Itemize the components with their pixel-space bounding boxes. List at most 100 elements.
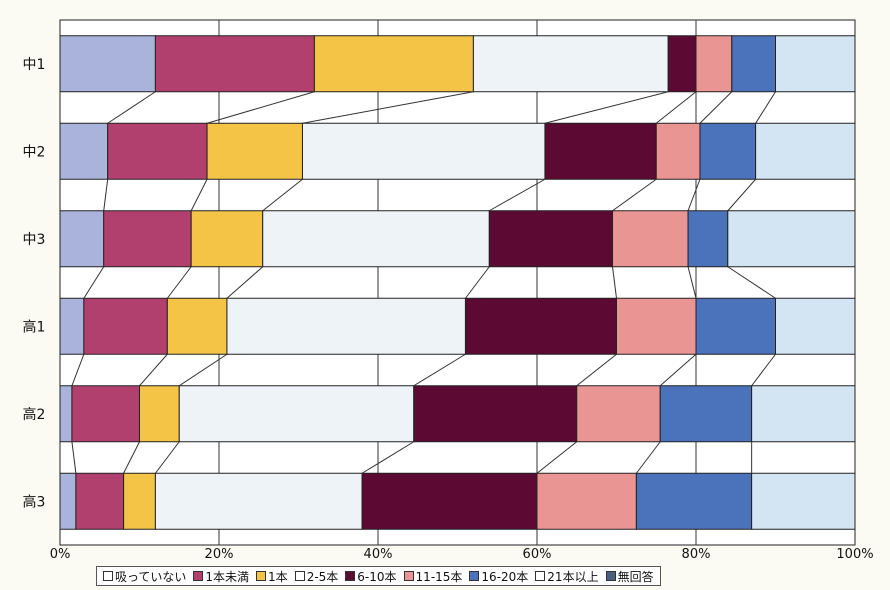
bar-segment	[166, 297, 228, 355]
legend-swatch	[469, 571, 480, 581]
legend-swatch	[256, 571, 267, 581]
x-tick-label: 100%	[836, 547, 873, 562]
bar-segment	[226, 297, 466, 355]
bar-segment	[464, 297, 618, 355]
x-tick-label: 80%	[682, 547, 711, 562]
bar-segment	[536, 472, 637, 530]
series-connector	[755, 91, 776, 124]
legend-swatch	[294, 571, 305, 581]
series-connector	[536, 441, 578, 474]
category-label: 中2	[23, 144, 46, 160]
series-connector	[83, 266, 105, 299]
series-connector	[635, 441, 661, 474]
series-connector	[655, 91, 697, 124]
legend-label: 吸っていない	[115, 569, 187, 584]
bar-segment	[472, 35, 669, 93]
series-connector	[302, 91, 474, 124]
bar-segment	[413, 385, 578, 443]
legend-label: 21本以上	[547, 569, 599, 584]
bar-segment	[667, 35, 697, 93]
series-connector	[465, 266, 490, 299]
legend-swatch	[605, 571, 616, 581]
bar-segment	[154, 35, 315, 93]
bar-segment	[731, 35, 777, 93]
series-connector	[178, 353, 228, 387]
bar-segment	[775, 297, 856, 355]
bar-segment	[687, 210, 729, 268]
series-connector	[687, 179, 701, 211]
legend-label: 1本	[268, 569, 288, 584]
legend-label: 6-10本	[357, 569, 397, 584]
bar-segment	[699, 122, 757, 180]
bar-segment	[488, 210, 614, 268]
bar-segment	[139, 385, 180, 443]
legend-swatch	[103, 571, 113, 581]
bar-segment	[616, 297, 697, 355]
series-connector	[71, 441, 77, 474]
series-connector	[71, 354, 85, 386]
series-connector	[206, 91, 315, 124]
legend-swatch	[345, 571, 356, 581]
legend-label: 16-20本	[481, 569, 529, 584]
bar-segment	[635, 472, 753, 530]
category-label: 中3	[23, 232, 46, 248]
legend-label: 2-5本	[306, 569, 339, 584]
series-connector	[612, 178, 657, 212]
bar-segment	[107, 122, 208, 180]
bar-segment	[544, 122, 657, 180]
bar-segment	[695, 297, 776, 355]
bar-segment	[59, 472, 77, 530]
legend-label: 11-15本	[415, 569, 463, 584]
bar-segment	[59, 122, 109, 180]
series-connector	[659, 353, 697, 387]
category-label: 中1	[23, 57, 46, 73]
bar-segment	[103, 210, 192, 268]
legend-item-6-10: 6-10本	[345, 568, 397, 585]
legend-label: 1本未満	[205, 569, 250, 584]
bar-segment	[727, 210, 856, 268]
legend-item-11-15: 11-15本	[403, 568, 463, 585]
x-tick-label: 40%	[364, 547, 393, 562]
series-connector	[727, 266, 776, 299]
bar-segment	[361, 472, 538, 530]
legend-swatch	[535, 571, 546, 581]
bar-segment	[695, 35, 733, 93]
plot-area	[59, 19, 856, 546]
series-connector	[727, 178, 756, 212]
bar-segment	[83, 297, 168, 355]
series-connector	[413, 353, 466, 387]
bar-segment	[262, 210, 490, 268]
series-connector	[544, 91, 669, 124]
legend-item-1: 1本	[256, 568, 288, 585]
bar-segment	[751, 472, 856, 530]
category-label: 高2	[23, 406, 46, 423]
series-connector	[166, 266, 192, 299]
legend-item-16-20: 16-20本	[469, 568, 528, 585]
bar-segment	[206, 122, 303, 180]
series-connector	[751, 353, 776, 387]
series-connector	[123, 441, 140, 474]
series-connector	[103, 179, 109, 211]
bar-segment	[123, 472, 156, 530]
bar-segment	[75, 472, 125, 530]
bar-segment	[59, 210, 105, 268]
chart-legend: 吸っていない 1本未満 1本 2-5本 6-10本 11-15本 16-20本 …	[96, 566, 661, 586]
bar-segment	[301, 122, 546, 180]
series-connector	[699, 91, 733, 124]
series-connector	[190, 179, 208, 211]
bar-segment	[576, 385, 661, 443]
series-connector	[576, 353, 617, 387]
legend-item-2-5: 2-5本	[294, 568, 339, 585]
bar-segment	[612, 210, 689, 268]
series-connector	[361, 441, 415, 474]
series-connector	[226, 266, 264, 299]
bar-segment	[190, 210, 264, 268]
bar-segment	[71, 385, 140, 443]
series-connector	[687, 266, 697, 299]
category-label: 高3	[23, 493, 46, 510]
legend-item-less-than-1: 1本未満	[193, 568, 249, 585]
legend-item-not-smoking: 吸っていない	[103, 568, 186, 585]
category-label: 高1	[23, 318, 46, 335]
